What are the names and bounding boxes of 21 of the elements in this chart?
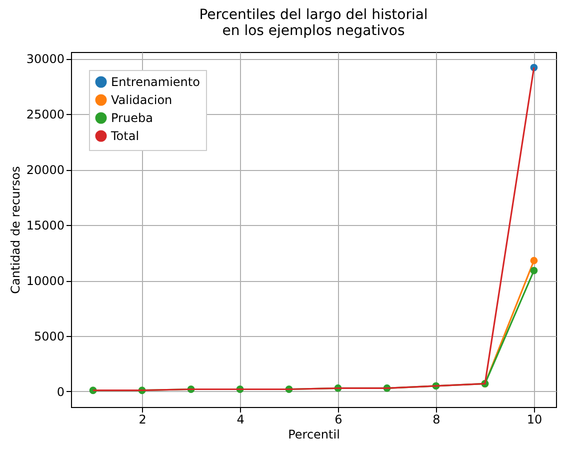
y-tick-label: 15000 (26, 218, 64, 233)
y-tick-label: 25000 (26, 108, 64, 122)
x-tick-label: 2 (138, 412, 146, 426)
y-tick-label: 10000 (26, 274, 64, 288)
y-tick-label: 5000 (34, 330, 64, 344)
chart-title: Percentiles del largo del historial en los ejemplos negativos (199, 7, 428, 39)
y-tick-label: 0 (56, 384, 64, 399)
x-tick-label: 4 (236, 412, 244, 426)
legend-label: Prueba (111, 111, 153, 125)
x-tick-label: 6 (334, 412, 342, 426)
x-axis-title: Percentil (288, 428, 340, 442)
legend-label: Total (110, 129, 140, 143)
point (530, 256, 538, 264)
x-tick-label: 8 (432, 412, 440, 426)
y-tick-label: 30000 (26, 52, 64, 66)
legend-label: Entrenamiento (111, 75, 200, 89)
point (530, 266, 538, 274)
y-tick-label: 20000 (26, 163, 64, 178)
x-tick-label: 10 (526, 412, 542, 426)
legend-label: Validacion (111, 93, 172, 107)
y-axis-title: Cantidad de recursos (8, 166, 22, 294)
